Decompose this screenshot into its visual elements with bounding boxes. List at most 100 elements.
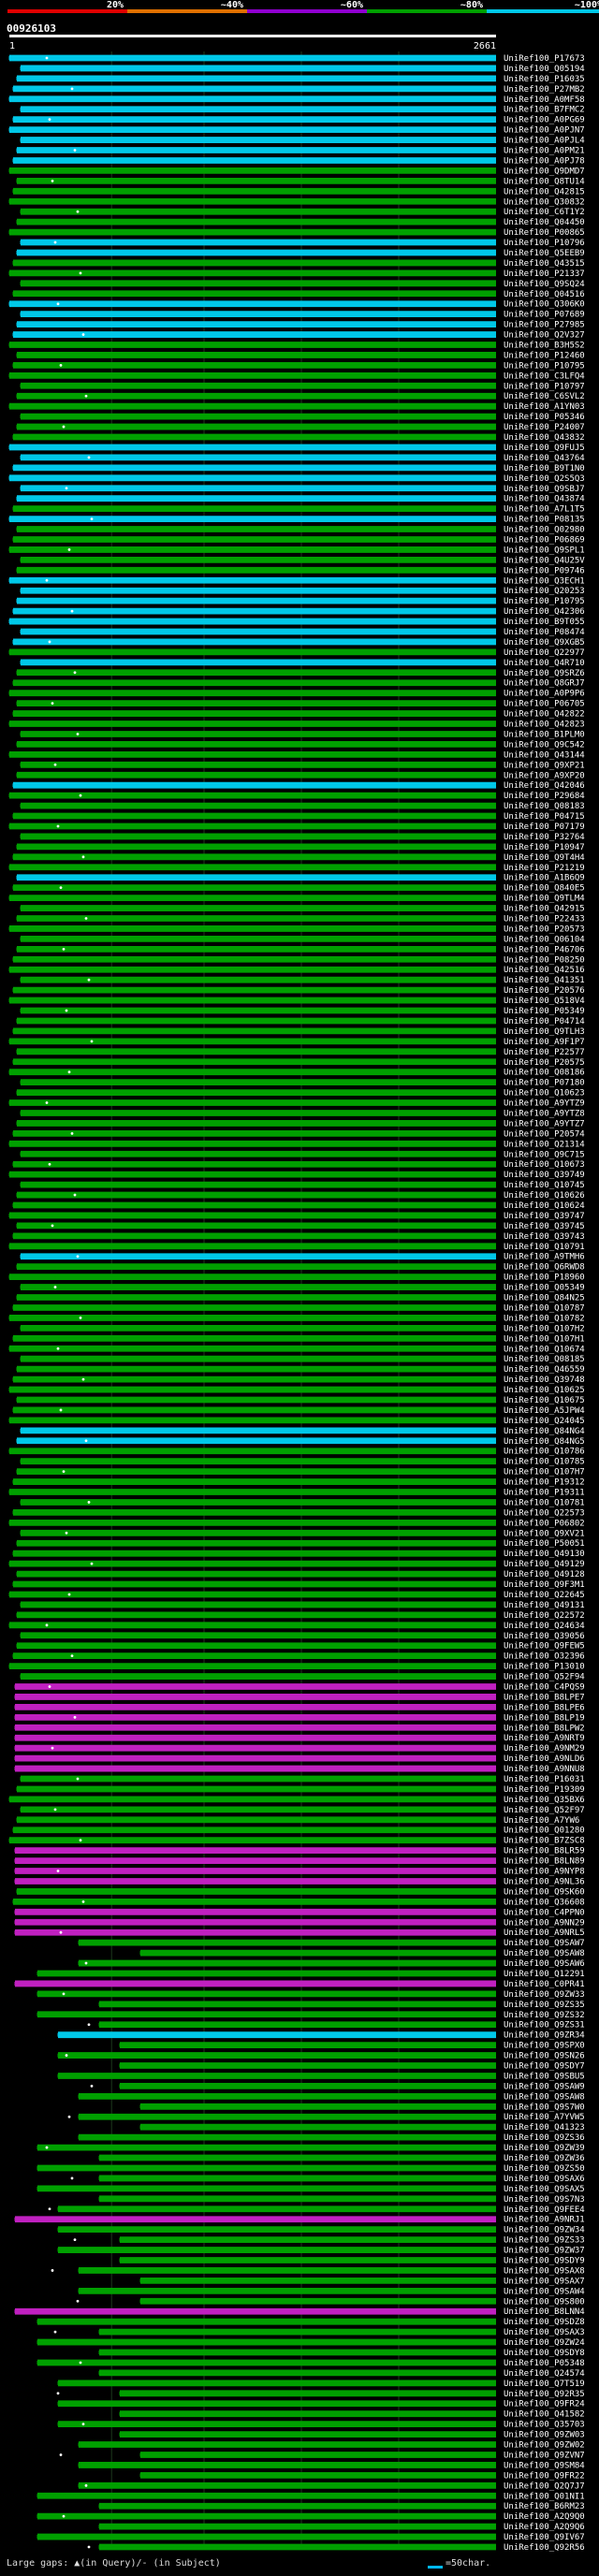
hit-label: UniRef100_P10795 [504,361,585,371]
hit-label: UniRef100_Q12291 [504,1970,585,1979]
hit-label: UniRef100_Q9ZW03 [504,2431,585,2440]
hit-label: UniRef100_Q9ZW36 [504,2154,585,2163]
legend-bar-3 [247,9,367,13]
hit-label: UniRef100_Q9ZS50 [504,2164,585,2174]
hit-label: UniRef100_Q06104 [504,935,585,944]
legend-label: ~60% [341,0,363,10]
hit-label: UniRef100_Q518V4 [504,997,585,1006]
hit-label: UniRef100_B8LR59 [504,1847,585,1856]
hit-label: UniRef100_Q43874 [504,495,585,504]
gap-marker [53,1808,57,1812]
hit-label: UniRef100_Q08183 [504,802,585,811]
hit-label: UniRef100_P13010 [504,1663,585,1672]
hit-label: UniRef100_A9YTZ7 [504,1119,585,1128]
hit-label: UniRef100_Q42915 [504,905,585,914]
hit-label: UniRef100_Q10787 [504,1303,585,1313]
hit-label: UniRef100_A9NL36 [504,1877,585,1886]
gap-marker [73,149,77,152]
hit-label: UniRef100_Q9SK60 [504,1887,585,1897]
large-gaps-note: Large gaps: ▲(in Query)/- (in Subject) [7,2558,221,2569]
gap-marker [84,394,88,398]
hit-label: UniRef100_Q9SDY7 [504,2062,585,2072]
hit-label: UniRef100_Q08185 [504,1355,585,1364]
hit-label: UniRef100_Q840E5 [504,884,585,894]
gap-marker [87,456,91,459]
gap-marker [48,1162,51,1166]
hit-label: UniRef100_Q9XGB5 [504,638,585,648]
hit-label: UniRef100_Q107H2 [504,1324,585,1333]
gap-marker [65,1009,68,1012]
hit-label: UniRef100_O32396 [504,1652,585,1662]
gap-marker [62,2514,66,2518]
gap-marker [48,1685,51,1688]
legend-bar-4 [367,9,487,13]
hit-label: UniRef100_Q22977 [504,648,585,658]
gap-marker [81,2423,85,2426]
hit-label: UniRef100_P19312 [504,1478,585,1488]
hit-label: UniRef100_A0PG69 [504,116,585,125]
hit-label: UniRef100_Q9SM84 [504,2461,585,2470]
query-ruler [9,35,496,37]
gap-marker [59,1408,63,1412]
hit-label: UniRef100_Q9FEW5 [504,1642,585,1652]
hit-label: UniRef100_Q21314 [504,1140,585,1149]
gap-marker [51,1746,54,1750]
hit-label: UniRef100_Q9S7N3 [504,2195,585,2205]
hit-label: UniRef100_A9NYP8 [504,1868,585,1877]
hit-label: UniRef100_A0PJN7 [504,126,585,136]
hit-label: UniRef100_P05349 [504,1007,585,1016]
hit-label: UniRef100_Q9SQ24 [504,280,585,289]
hit-label: UniRef100_B8LNN4 [504,2307,585,2317]
hit-label: UniRef100_Q22645 [504,1591,585,1600]
hit-label: UniRef100_Q9SAW8 [504,2092,585,2102]
hit-label: UniRef100_Q10673 [504,1160,585,1170]
hit-label: UniRef100_Q49128 [504,1570,585,1579]
gap-marker [76,1777,80,1781]
hit-label: UniRef100_P00865 [504,228,585,238]
gap-marker [81,1377,85,1381]
legend-label: ~100% [575,0,599,10]
hit-label: UniRef100_Q9SBU5 [504,2072,585,2081]
hit-label: UniRef100_Q92R35 [504,2390,585,2399]
gap-marker [51,702,54,706]
hit-label: UniRef100_Q7T519 [504,2380,585,2389]
legend-bar-1 [7,9,127,13]
hit-label: UniRef100_Q20253 [504,587,585,596]
hit-label: UniRef100_Q05194 [504,65,585,74]
hit-label: UniRef100_Q9SAX7 [504,2277,585,2286]
gap-marker [73,1715,77,1719]
hit-label: UniRef100_Q84NG5 [504,1437,585,1447]
hit-label: UniRef100_P17673 [504,54,585,64]
hit-label: UniRef100_Q9SPX0 [504,2042,585,2051]
hit-label: UniRef100_P10797 [504,382,585,391]
hit-label: UniRef100_Q9FEE4 [504,2205,585,2215]
hit-label: UniRef100_Q9ZW39 [504,2144,585,2153]
scale-note: =50char. [446,2558,491,2569]
hit-label: UniRef100_Q10623 [504,1089,585,1099]
hit-label: UniRef100_P04715 [504,812,585,822]
hit-label: UniRef100_Q52F97 [504,1806,585,1815]
hit-label: UniRef100_C4PQS9 [504,1682,585,1692]
hit-label: UniRef100_Q9S7W0 [504,2103,585,2112]
hit-label: UniRef100_Q9SAX5 [504,2185,585,2194]
gap-marker [90,1040,94,1043]
hit-label: UniRef100_Q9C715 [504,1150,585,1159]
hit-label: UniRef100_P21337 [504,269,585,279]
legend-bar-2 [127,9,247,13]
hit-label: UniRef100_Q2Q7J7 [504,2481,585,2491]
hit-label: UniRef100_Q35BX6 [504,1796,585,1805]
hit-label: UniRef100_P06705 [504,700,585,709]
hit-label: UniRef100_Q9SAW8 [504,1949,585,1958]
hit-label: UniRef100_Q43515 [504,259,585,269]
hit-label: UniRef100_Q9XV21 [504,1529,585,1538]
gap-marker [79,793,82,797]
hit-label: UniRef100_P19309 [504,1785,585,1795]
gap-marker [79,271,82,275]
hit-label: UniRef100_A9NN29 [504,1918,585,1928]
hit-label: UniRef100_Q9ZVN7 [504,2451,585,2460]
gap-marker [79,1839,82,1842]
gap-marker [45,1101,49,1104]
hit-label: UniRef100_Q9SRZ6 [504,669,585,678]
hit-label: UniRef100_Q10625 [504,1386,585,1395]
